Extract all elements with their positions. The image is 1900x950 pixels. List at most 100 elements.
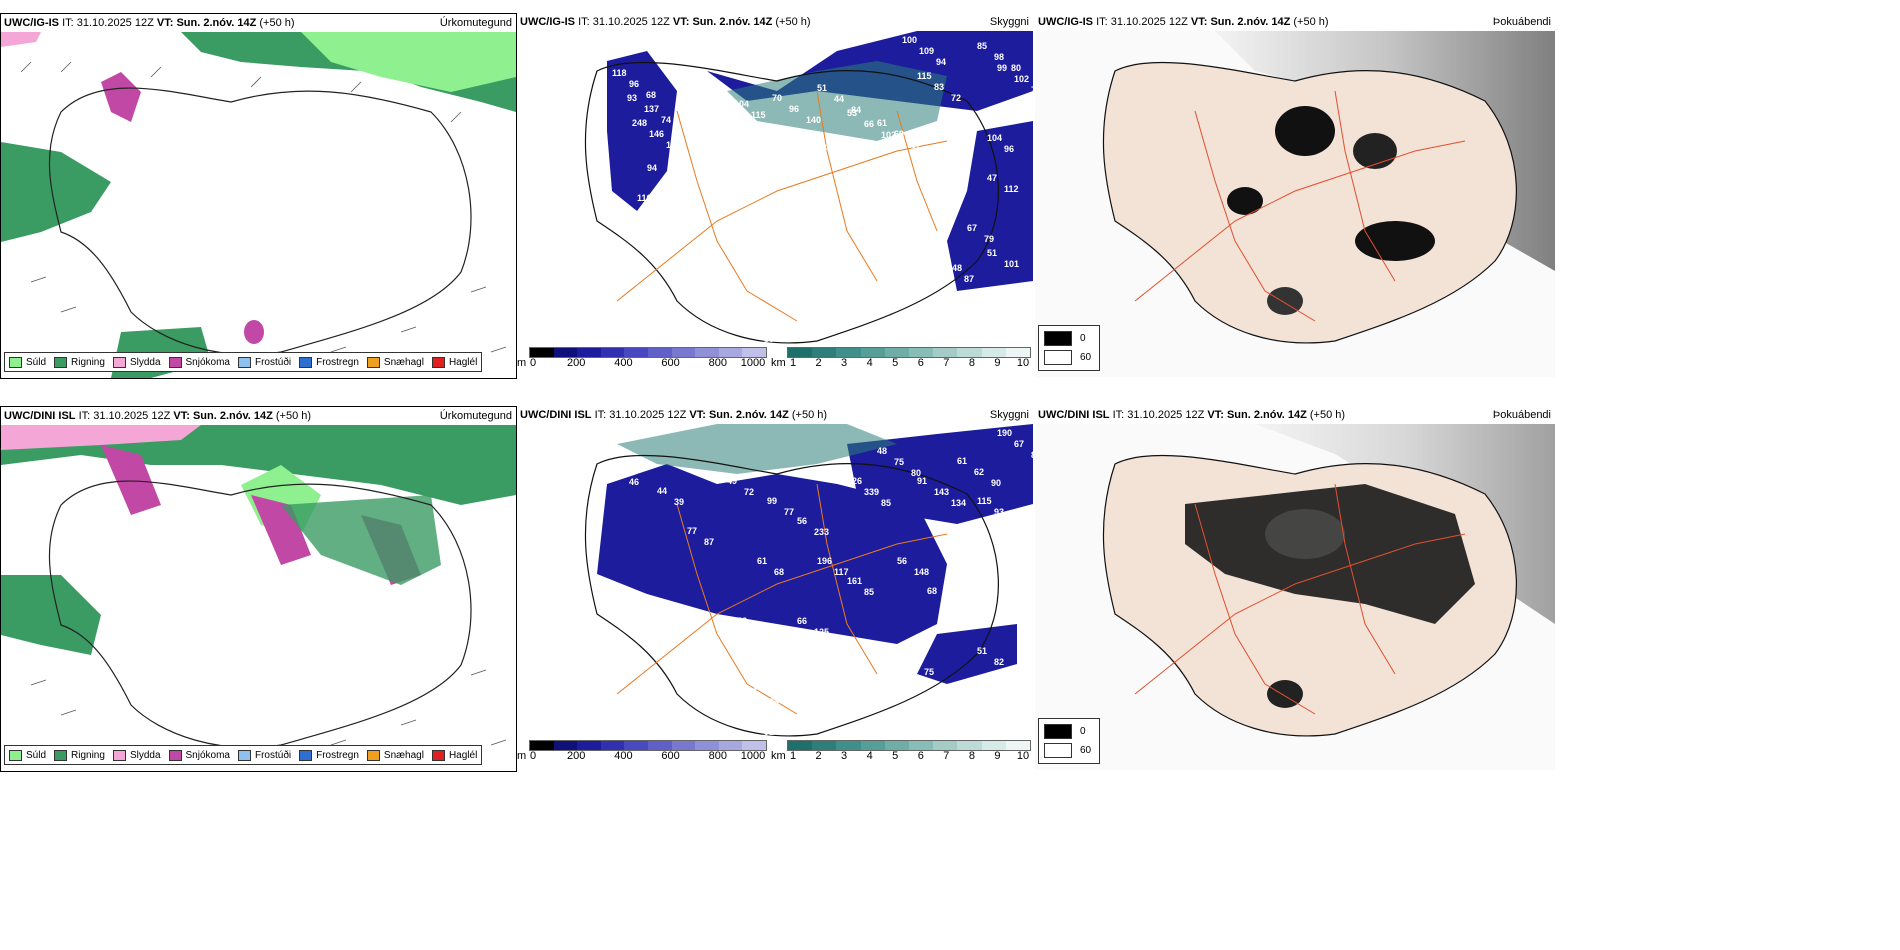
panel-type-label: Úrkomutegund [439, 410, 512, 422]
cloud-base-value: 60 [907, 656, 917, 666]
cloud-base-value: 233 [814, 527, 829, 537]
cloud-base-value: 47 [987, 173, 997, 183]
colorbar-tick: 1000 [740, 357, 766, 369]
cloud-base-value: 112 [1004, 184, 1019, 194]
cloud-base-value: 61 [757, 556, 767, 566]
cloud-base-value: 96 [1004, 144, 1014, 154]
colorbar-tick: 600 [661, 357, 680, 369]
cloud-base-value: 126 [847, 476, 862, 486]
cloud-base-value: 61 [957, 456, 967, 466]
colorbar-tick: 3 [841, 750, 848, 762]
cloud-base-value: 196 [817, 556, 832, 566]
cloud-base-value: 93 [994, 507, 1004, 517]
cloud-base-value: 115 [751, 110, 766, 120]
colorbar-cell [908, 348, 934, 357]
colorbar-cell [577, 348, 601, 357]
cloud-base-legend: m 0 200 400 600 800 1000 [517, 347, 769, 369]
low-cloud-west [607, 51, 677, 211]
cloud-panel-row2: UWC/DINI ISL IT: 31.10.2025 12Z VT: Sun.… [517, 406, 1033, 770]
cloud-base-value: 51 [977, 646, 987, 656]
fog-panel-row2: UWC/DINI ISL IT: 31.10.2025 12Z VT: Sun.… [1035, 406, 1555, 770]
cloud-base-value: 72 [951, 93, 961, 103]
iceland-outline [48, 87, 472, 356]
colorbar-cell [530, 741, 554, 750]
panel-type-label: Úrkomutegund [439, 17, 512, 29]
cloud-base-value: 190 [997, 428, 1012, 438]
colorbar-cell [647, 741, 672, 750]
panel-type-label: Skyggni [989, 409, 1029, 421]
fog-black-patch [1275, 106, 1335, 156]
colorbar-tick: 800 [708, 750, 727, 762]
cloud-base-value: 45 [647, 616, 657, 626]
cloud-base-value: 48 [877, 446, 887, 456]
cloud-base-value: 69 [894, 129, 904, 139]
precip-panel-row2: UWC/DINI ISL IT: 31.10.2025 12Z VT: Sun.… [0, 406, 517, 772]
cloud-base-value: 276 [764, 697, 779, 707]
cloud-base-value: 87 [664, 174, 674, 184]
cloud-base-value: 115 [917, 71, 932, 81]
colorbar-tick: 400 [614, 750, 633, 762]
legend-item: Frostregn [299, 749, 359, 761]
colorbar-tick: 1 [789, 750, 797, 762]
panel-title: UWC/IG-IS IT: 31.10.2025 12Z VT: Sun. 2.… [1038, 16, 1329, 28]
snow-patch-nw [101, 72, 141, 122]
legend-item: Slydda [112, 749, 161, 761]
cloud-base-value: 47 [607, 586, 617, 596]
cloud-base-value: 66 [797, 616, 807, 626]
cloud-base-value: 93 [627, 93, 637, 103]
visibility-legend: km 1 2 3 4 5 6 7 8 9 10 [771, 740, 1033, 762]
cloud-base-value: 80 [1011, 63, 1021, 73]
cloud-base-value: 96 [789, 104, 799, 114]
cloud-base-value: 146 [649, 129, 664, 139]
visibility-colorbar [787, 347, 1031, 358]
fog-indicator-map [1035, 424, 1555, 770]
snow-patch-south [244, 320, 264, 344]
cloud-base-value: 83 [884, 154, 894, 164]
cloud-base-value: 99 [997, 63, 1007, 73]
cloud-base-value: 91 [767, 293, 777, 303]
visibility-legend: km 1 2 3 4 5 6 7 8 9 10 [771, 347, 1033, 369]
colorbar-tick: 5 [892, 750, 899, 762]
colorbar-cell [812, 348, 837, 357]
snow-area-central [251, 495, 311, 565]
legend-item: Súld [9, 749, 46, 761]
colorbar-cell [600, 348, 625, 357]
cloud-base-value: 104 [987, 133, 1002, 143]
cloud-base-value: 48 [577, 576, 587, 586]
cloud-base-value: 77 [784, 507, 794, 517]
panel-type-label: Þokuábendi [1492, 409, 1551, 421]
colorbar-tick: 4 [866, 750, 873, 762]
cloud-base-numbers: 190 61 48 126 91 115 47 44 77 49 99 56 61 196 161 56 68 6… [577, 428, 1033, 737]
colorbar-tick: 200 [567, 357, 586, 369]
colorbar-tick: 9 [994, 357, 1001, 369]
cloud-base-value: 75 [924, 667, 934, 677]
cloud-base-value: 143 [934, 487, 949, 497]
cloud-base-value: 96 [629, 79, 639, 89]
colorbar-cell [718, 348, 743, 357]
road-network [616, 90, 948, 322]
colorbar-cell [884, 348, 909, 357]
cloud-base-value: 79 [984, 234, 994, 244]
cloud-base-value: 104 [734, 99, 749, 109]
cloud-base-value: 45 [594, 587, 604, 597]
colorbar-cell [981, 741, 1006, 750]
cloud-panel-row1: UWC/IG-IS IT: 31.10.2025 12Z VT: Sun. 2.… [517, 13, 1033, 377]
precip-panel-row1: UWC/IG-IS IT: 31.10.2025 12Z VT: Sun. 2.… [0, 13, 517, 379]
panel-title: UWC/DINI ISL IT: 31.10.2025 12Z VT: Sun.… [4, 410, 312, 422]
road-network [1134, 90, 1466, 322]
cloud-base-numbers: 100 85 99 115 118 93 248 89 70 51 53 61 37 34 104 47 67 5… [612, 35, 1033, 344]
colorbar-tick: 6 [917, 750, 924, 762]
colorbar-cell [884, 741, 909, 750]
colorbar-cell [788, 348, 813, 357]
colorbar-cell [957, 348, 982, 357]
legend-item: Rigning [54, 356, 105, 368]
cloud-base-value: 118 [612, 68, 627, 78]
cloud-base-value: 34 [817, 143, 827, 153]
colorbar-tick: 3 [841, 357, 848, 369]
sleet-area-north [1, 425, 201, 450]
legend-item: Haglél [431, 356, 477, 368]
cloud-base-value: 22 [747, 323, 757, 333]
colorbar-cell [671, 348, 696, 357]
colorbar-tick: 10 [1016, 357, 1030, 369]
colorbar-cell [742, 348, 766, 357]
